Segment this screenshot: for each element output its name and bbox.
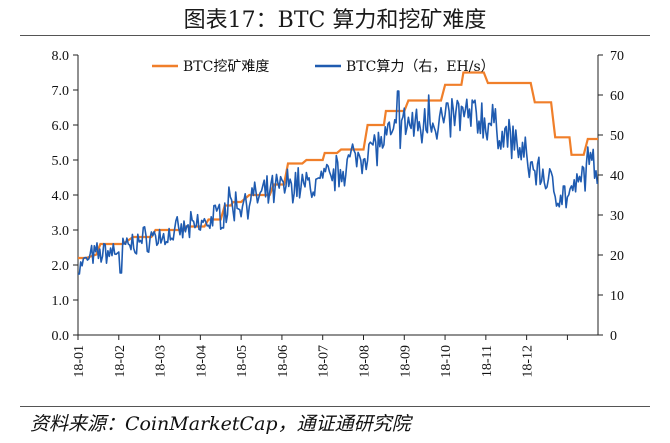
source-note: 资料来源：CoinMarketCap，通证通研究院: [30, 413, 411, 435]
x-tick-label: 18-05: [235, 345, 250, 378]
chart-axes: 0.0 1.0 2.0 3.0 4.0 5.0 6.0 7.0 8.0 0 10 20 30 40 50 60…: [52, 49, 625, 378]
left-y-tick-label: 0.0: [52, 329, 70, 344]
right-y-tick-label: 20: [610, 249, 624, 264]
x-tick-label: 18-08: [357, 345, 372, 378]
left-y-tick-label: 6.0: [52, 119, 70, 134]
title-divider: [20, 35, 650, 36]
x-tick-label: 18-10: [439, 345, 454, 378]
legend-label-difficulty: BTC挖矿难度: [183, 59, 269, 75]
legend-label-hashrate: BTC算力（右，EH/s）: [346, 59, 495, 75]
left-y-tick-label: 2.0: [52, 259, 70, 274]
x-tick-label: 18-02: [113, 345, 128, 378]
chart-title: 图表17：BTC 算力和挖矿难度: [183, 8, 487, 33]
source-divider: [20, 406, 650, 407]
hashrate-series-line: [77, 90, 599, 275]
x-tick-label: 18-06: [276, 345, 291, 378]
x-tick-label: 18-12: [521, 345, 536, 378]
right-y-tick-label: 40: [610, 169, 624, 184]
x-tick-label: 18-01: [72, 345, 87, 378]
left-y-tick-label: 4.0: [52, 189, 70, 204]
left-y-tick-label: 8.0: [52, 49, 70, 64]
right-y-tick-label: 10: [610, 289, 624, 304]
left-y-tick-label: 5.0: [52, 154, 70, 169]
x-tick-label: 18-07: [317, 345, 332, 378]
left-y-tick-label: 3.0: [52, 224, 70, 239]
right-y-tick-label: 60: [610, 89, 624, 104]
right-y-tick-label: 70: [610, 49, 624, 64]
x-tick-label: 18-09: [398, 345, 413, 378]
left-y-tick-label: 7.0: [52, 84, 70, 99]
chart-legend: BTC挖矿难度 BTC算力（右，EH/s）: [152, 59, 495, 75]
x-tick-label: 18-11: [480, 345, 495, 377]
x-tick-label: 18-04: [194, 345, 209, 378]
right-y-tick-label: 0: [610, 329, 617, 344]
x-tick-label: 18-03: [154, 345, 169, 378]
right-y-tick-label: 50: [610, 129, 624, 144]
left-y-tick-label: 1.0: [52, 294, 70, 309]
chart-plot-area: [77, 71, 599, 275]
right-y-tick-label: 30: [610, 209, 624, 224]
